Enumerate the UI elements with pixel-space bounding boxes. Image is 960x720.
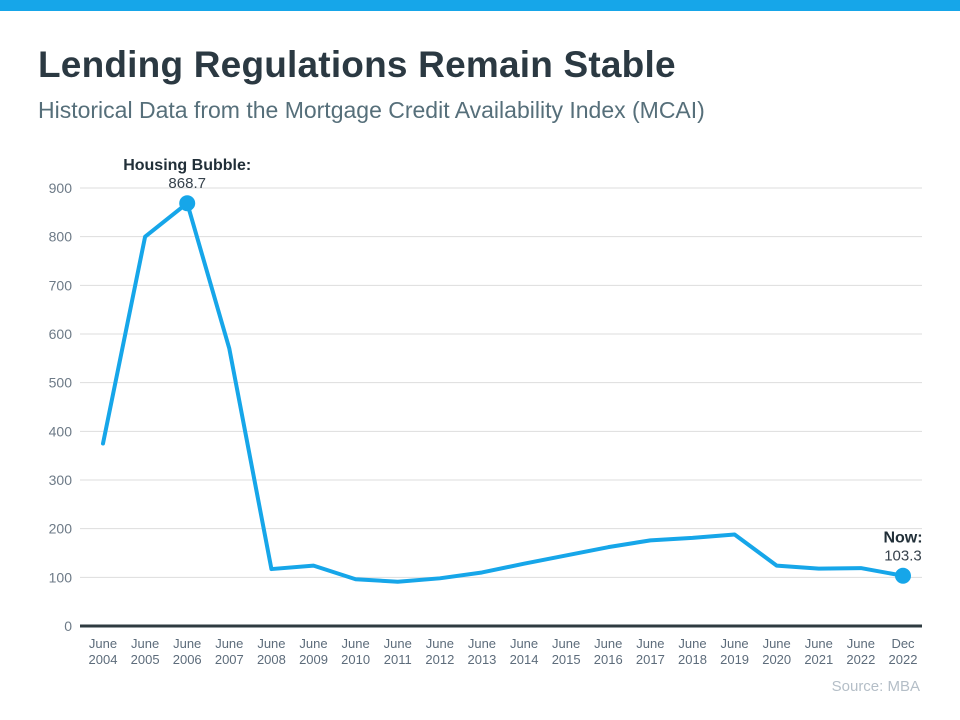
y-tick-label: 0	[64, 618, 72, 634]
y-tick-label: 400	[49, 423, 73, 439]
x-tick-label: June 2004	[89, 636, 118, 667]
annotation-label: Now:	[883, 530, 922, 547]
x-tick-label: June 2017	[636, 636, 665, 667]
y-tick-label: 500	[49, 375, 73, 391]
x-tick-label: June 2007	[215, 636, 244, 667]
top-accent-bar	[0, 0, 960, 11]
x-tick-label: June 2009	[299, 636, 328, 667]
chart-canvas: 0 100 200 300 400 500 600 700 800 900 June 2004 June…	[49, 157, 923, 667]
x-tick-label: June 2012	[425, 636, 454, 667]
annotation-label: Housing Bubble:	[123, 157, 251, 174]
x-tick-label: June 2016	[594, 636, 623, 667]
x-tick-label: June 2022	[846, 636, 875, 667]
annotation-value: 868.7	[168, 175, 206, 192]
page-subtitle: Historical Data from the Mortgage Credit…	[38, 97, 705, 123]
y-tick-label: 900	[49, 180, 73, 196]
data-point-marker	[179, 195, 196, 212]
x-tick-label: June 2013	[467, 636, 496, 667]
source-caption: Source: MBA	[831, 678, 920, 695]
y-tick-label: 800	[49, 229, 73, 245]
y-tick-label: 700	[49, 277, 73, 293]
x-tick-label: June 2015	[552, 636, 581, 667]
y-tick-label: 200	[49, 521, 73, 537]
x-tick-label: Dec 2022	[889, 636, 918, 667]
data-line	[101, 201, 905, 584]
x-tick-label: June 2020	[762, 636, 791, 667]
mcai-line-chart: 0 100 200 300 400 500 600 700 800 900 June 2004 June…	[0, 140, 960, 700]
y-tick-label: 300	[49, 472, 73, 488]
page-title: Lending Regulations Remain Stable	[38, 44, 676, 85]
x-tick-label: June 2011	[384, 636, 412, 667]
x-tick-label: June 2008	[257, 636, 286, 667]
data-point-marker	[895, 567, 911, 584]
x-tick-label: June 2005	[131, 636, 160, 667]
x-tick-label: June 2014	[510, 636, 539, 667]
y-tick-label: 100	[49, 569, 73, 585]
annotation-value: 103.3	[884, 548, 922, 565]
x-tick-label: June 2006	[173, 636, 202, 667]
x-tick-label: June 2021	[804, 636, 833, 667]
y-tick-label: 600	[49, 326, 73, 342]
x-tick-label: June 2010	[341, 636, 370, 667]
x-tick-label: June 2019	[720, 636, 749, 667]
x-tick-label: June 2018	[678, 636, 707, 667]
